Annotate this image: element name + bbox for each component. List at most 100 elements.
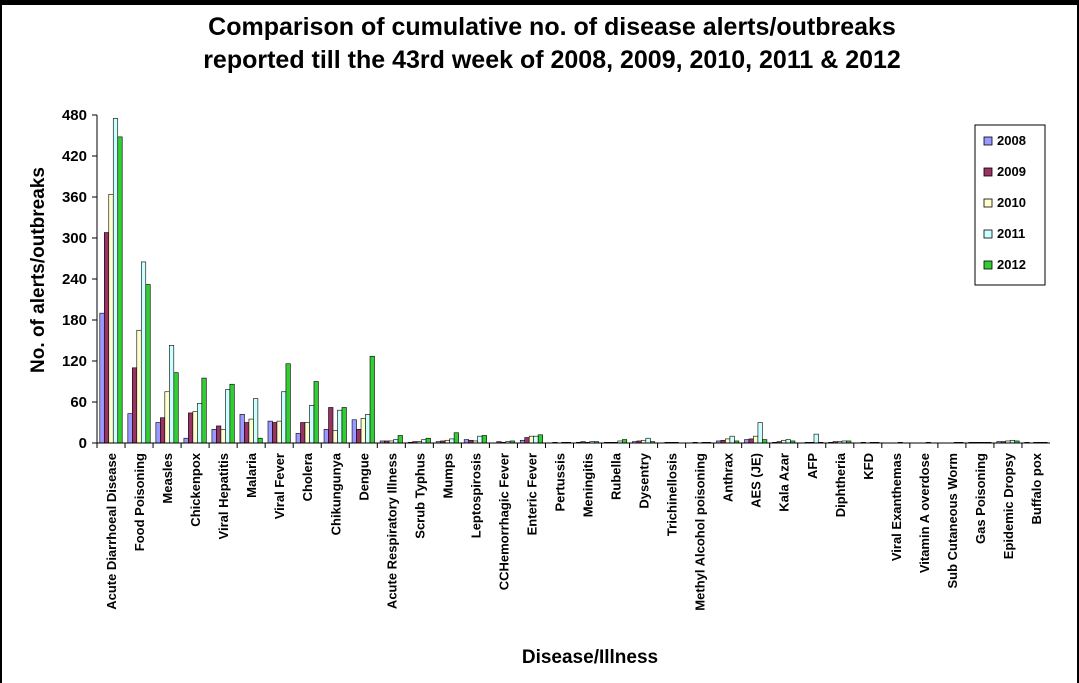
bar-2008 [99,312,105,444]
bar-2011 [645,437,651,444]
x-axis-title: Disease/Illness [522,647,658,668]
x-tick-label: Malaria [244,452,259,498]
bar-2012 [201,377,207,444]
bar-2008 [127,413,133,444]
bar-2009 [160,417,166,444]
x-tick-label: Acute Diarrhoeal Disease [104,453,119,610]
bar-2011 [225,389,231,444]
x-tick-label: Scrub Typhus [412,453,427,539]
x-tick-label: Viral Hepatitis [216,453,231,539]
bar-2011 [169,344,175,444]
bar-2009 [244,422,250,444]
bar-2011 [393,439,399,444]
x-tick-label: Methyl Alcohol poisoning [693,453,708,611]
bar-2009 [132,367,138,444]
chart-title-line-1: Comparison of cumulative no. of disease … [208,13,896,41]
bar-2008 [351,419,357,444]
bar-2012 [313,381,319,444]
bar-2010 [192,411,198,444]
bar-2010 [725,438,731,444]
bar-2008 [183,437,189,444]
bar-2011 [421,439,427,444]
bar-2012 [285,363,291,444]
x-tick-label: Anthrax [721,452,736,502]
bar-2012 [397,435,403,444]
x-tick-label: Viral Exanthemas [889,453,904,561]
bar-2012 [369,355,375,444]
legend-swatch [983,136,993,146]
x-tick-label: CCHemorrhagic Fever [496,453,511,590]
chart-title-line-2: reported till the 43rd week of 2008, 200… [203,46,901,74]
y-axis-title: No. of alerts/outbreaks [28,167,49,373]
y-tick-label: 120 [62,353,87,370]
bar-2011 [337,409,343,444]
bar-2011 [281,391,287,444]
legend-label: 2011 [997,226,1025,241]
x-tick-label: Sub Cutaneous Worm [945,453,960,589]
bar-2012 [481,435,487,444]
x-tick-label: KFD [861,453,876,480]
legend-label: 2012 [997,257,1026,272]
x-tick-label: Mumps [440,453,455,499]
x-tick-label: AES (JE) [749,453,764,508]
legend-swatch [983,260,993,270]
x-tick-label: Chikungunya [328,452,343,535]
x-tick-label: Leptospirosis [468,453,483,538]
bar-2012 [117,136,123,444]
x-tick-label: AFP [805,453,820,479]
x-tick-label: Measles [160,453,175,504]
y-tick-label: 420 [62,148,87,165]
legend-label: 2009 [997,164,1026,179]
bar-2009 [328,407,334,444]
bar-2011 [253,398,259,444]
bar-2010 [332,430,338,444]
x-tick-label: Food Poisoning [132,453,147,551]
x-tick-label: Epidemic Dropsy [1001,452,1016,559]
x-tick-label: Enteric Fever [525,453,540,535]
y-tick-label: 0 [79,435,87,452]
x-tick-label: Dysentry [637,452,652,508]
bar-2009 [188,412,194,444]
bar-2008 [295,433,301,444]
bar-2011 [813,433,819,444]
x-tick-label: Dengue [356,453,371,501]
bar-2011 [533,435,539,444]
y-tick-label: 180 [62,312,87,329]
bar-2012 [229,383,235,444]
plot-area: 0 60 120 180 240 300 360 420 480 Acute Diarrhoeal… [62,107,1050,611]
bar-2008 [744,439,750,444]
legend-swatch [983,167,993,177]
bar-2011 [309,405,315,444]
bar-2011 [140,261,147,444]
x-tick-label: Acute Respiratory Illness [384,453,399,609]
bar-2011 [197,403,203,444]
y-tick-label: 300 [62,230,87,247]
bar-2008 [211,429,217,444]
bar-2010 [248,418,254,444]
bar-2010 [528,435,534,444]
bar-2010 [164,391,170,444]
bar-2012 [453,432,459,444]
bar-2010 [753,435,759,444]
x-tick-label: Kala Azar [777,453,792,512]
bar-2008 [463,439,469,444]
legend-label: 2010 [997,195,1026,210]
bar-2010 [276,420,282,444]
bar-2009 [356,429,362,444]
bar-2012 [341,407,347,444]
bar-2010 [304,422,310,444]
legend-swatch [983,198,993,208]
bar-2009 [524,437,530,444]
bar-2011 [449,438,455,444]
bar-2012 [537,434,543,444]
y-tick-label: 240 [62,271,87,288]
bar-2008 [239,413,245,444]
x-tick-label: Buffalo pox [1029,452,1044,524]
bar-2008 [155,422,161,444]
x-tick-label: Cholera [300,452,315,501]
y-tick-label: 60 [70,394,87,411]
x-tick-label: Pertussis [553,453,568,512]
legend-label: 2008 [997,133,1026,148]
bar-2010 [136,329,142,444]
